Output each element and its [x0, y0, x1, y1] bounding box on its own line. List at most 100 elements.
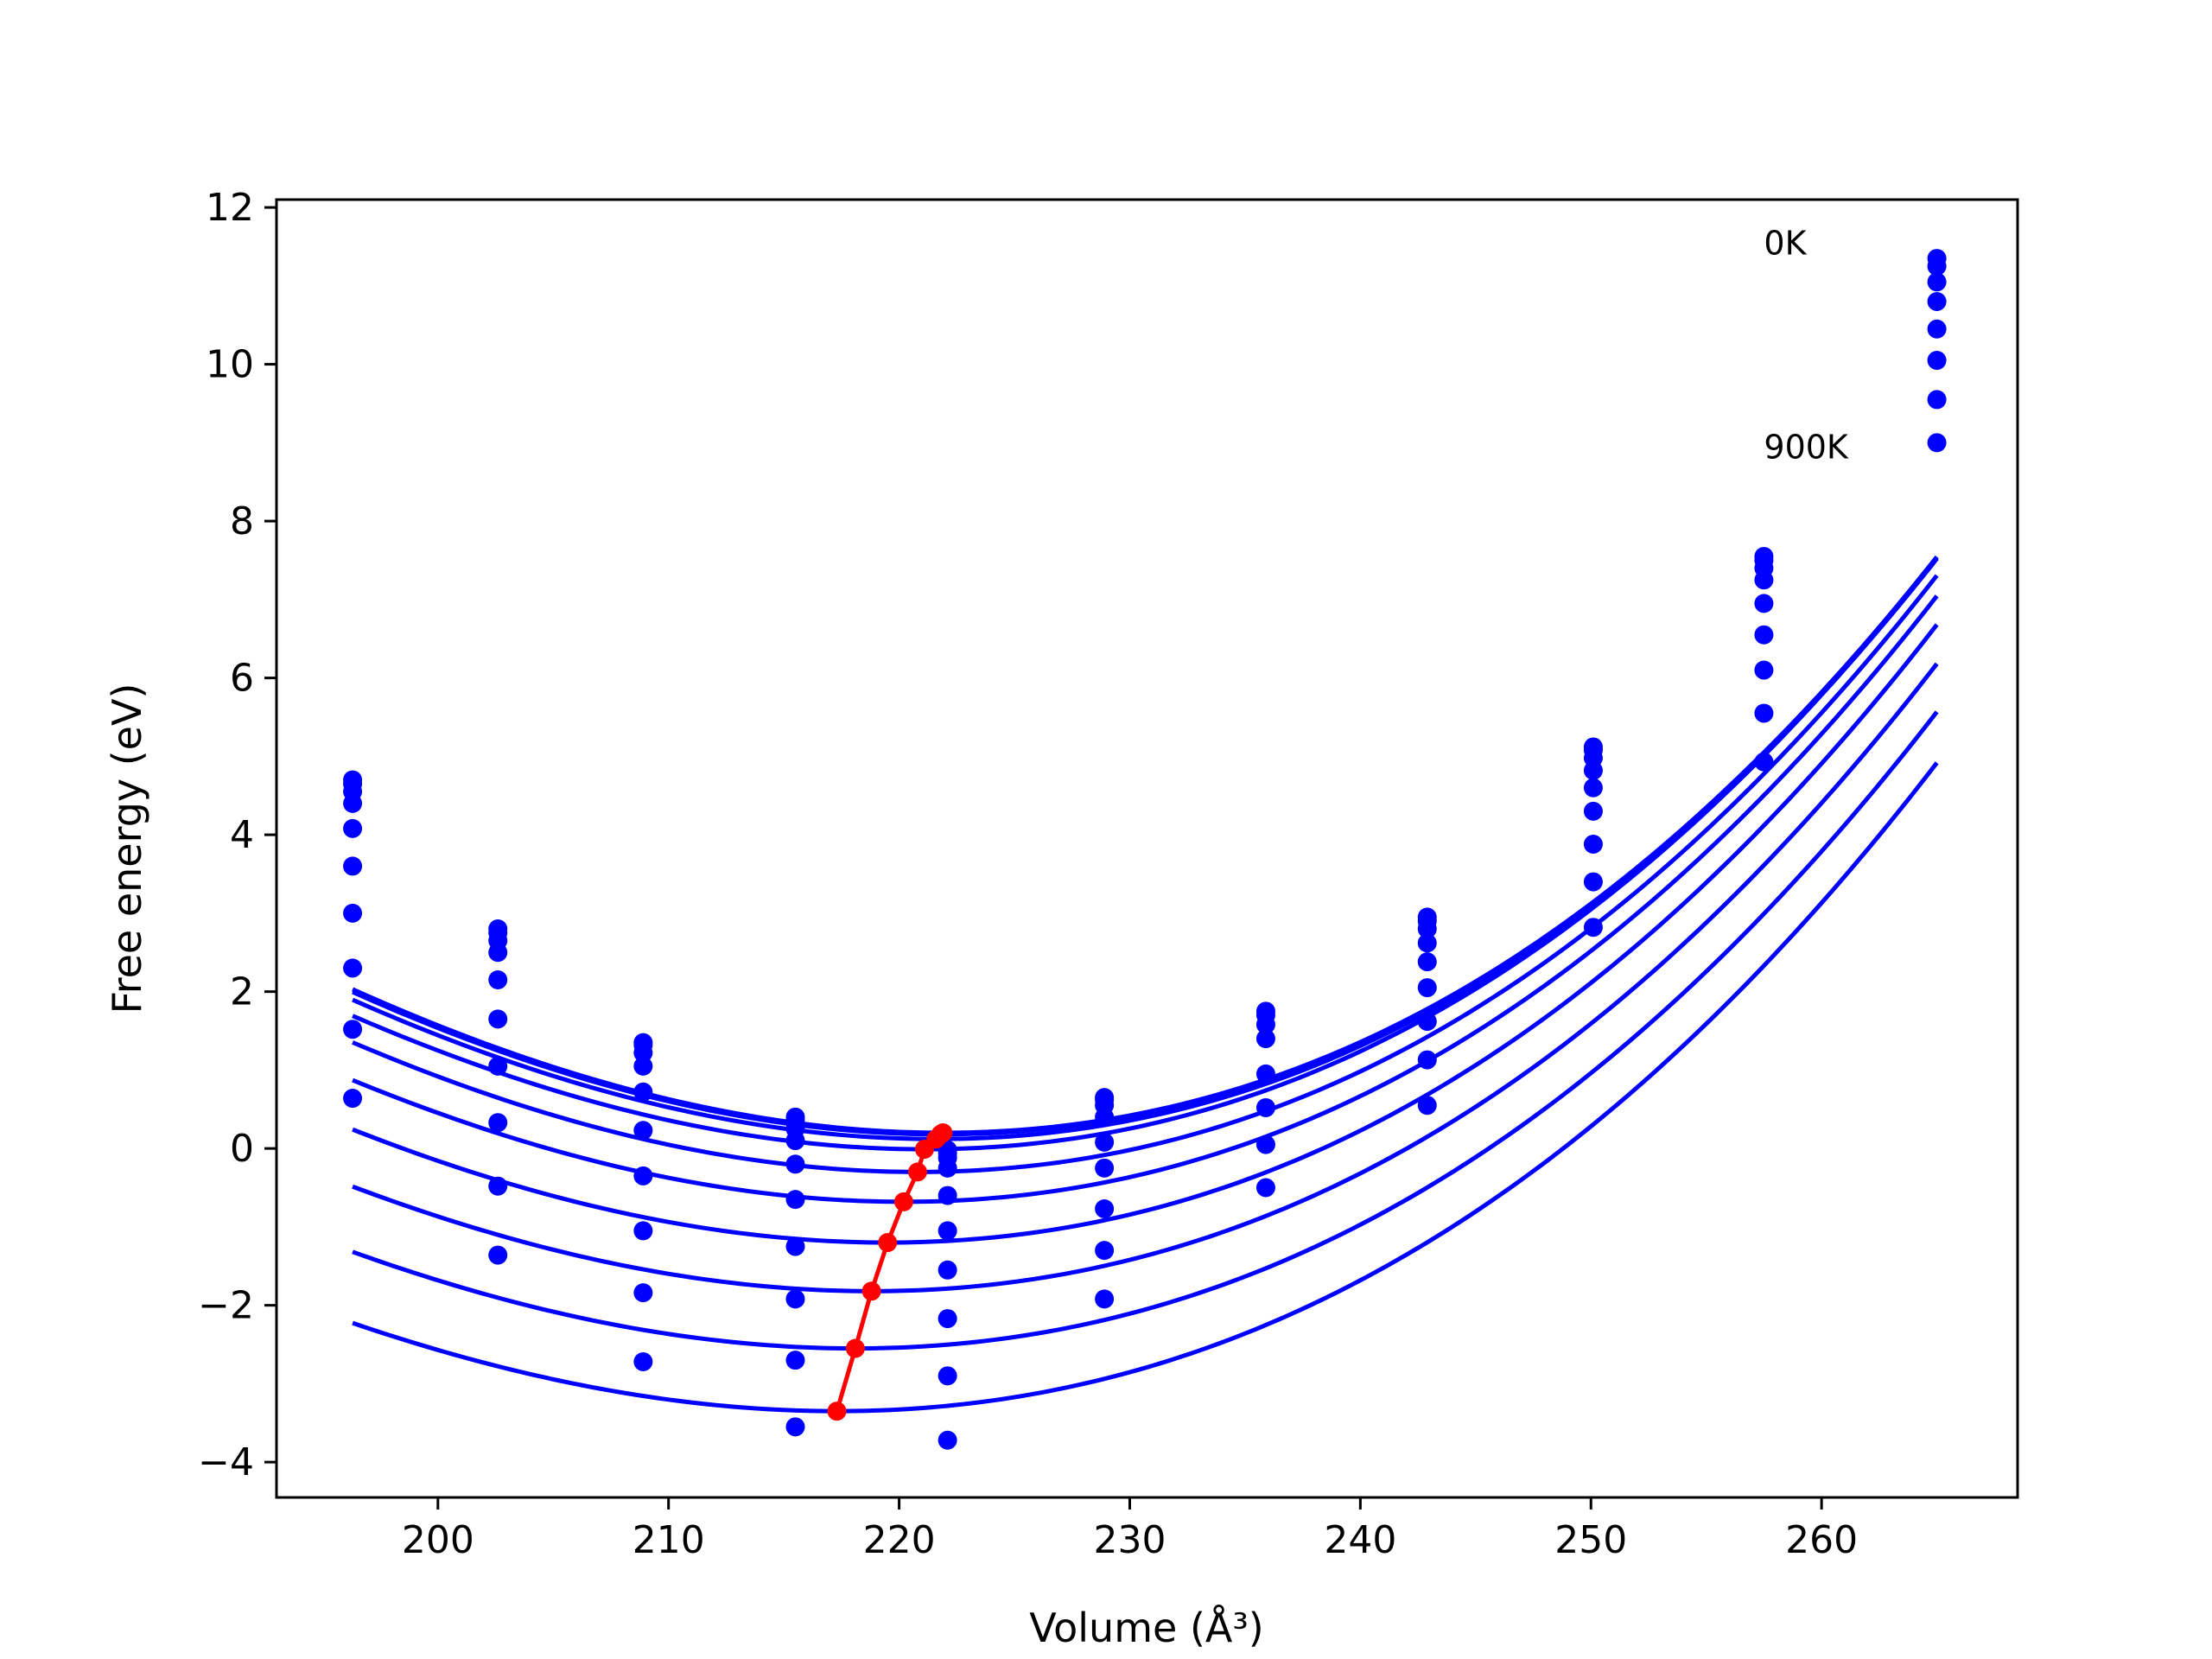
- data-point: [1583, 835, 1603, 855]
- data-point: [1255, 1014, 1275, 1034]
- data-point: [1095, 1199, 1115, 1219]
- data-point: [1927, 257, 1947, 276]
- data-point: [1927, 433, 1947, 453]
- data-point: [1927, 351, 1947, 371]
- temperature-annotation: 900K: [1764, 428, 1849, 466]
- data-point: [785, 1289, 805, 1309]
- fit-curve-10: [352, 761, 1939, 1414]
- data-point: [1583, 872, 1603, 892]
- data-point: [633, 1166, 653, 1185]
- x-tick-label: 260: [1785, 1518, 1858, 1562]
- fit-curve-6: [352, 594, 1939, 1205]
- x-tick-label: 250: [1554, 1518, 1627, 1562]
- data-point: [1255, 1135, 1275, 1154]
- x-tick-label: 240: [1324, 1518, 1396, 1562]
- data-point: [633, 1082, 653, 1102]
- fit-curve-9: [352, 710, 1939, 1351]
- data-point: [343, 1020, 363, 1039]
- data-point: [1095, 1132, 1115, 1152]
- data-point: [488, 1056, 508, 1076]
- data-point: [633, 1121, 653, 1141]
- data-point: [488, 1113, 508, 1133]
- data-point: [343, 856, 363, 876]
- data-point: [633, 1043, 653, 1063]
- annotations: 0K 900K: [1764, 225, 1849, 467]
- data-point: [1255, 1064, 1275, 1084]
- data-point: [1095, 1241, 1115, 1261]
- data-point: [488, 1176, 508, 1196]
- data-point: [1095, 1158, 1115, 1178]
- data-point: [1583, 778, 1603, 798]
- data-point: [1754, 660, 1774, 680]
- plot-frame: [275, 198, 2019, 1499]
- y-tick-label: −2: [198, 1284, 254, 1328]
- data-point: [1583, 760, 1603, 780]
- y-tick-label: 2: [230, 970, 254, 1014]
- data-point: [1927, 291, 1947, 311]
- x-axis-label: Volume (Å³): [1029, 1605, 1264, 1651]
- data-point: [633, 1283, 653, 1303]
- y-tick-label: 10: [206, 343, 254, 387]
- data-point: [343, 818, 363, 838]
- minimum-point: [861, 1281, 881, 1301]
- data-point: [1927, 319, 1947, 339]
- x-tick-label: 200: [402, 1518, 474, 1562]
- data-point: [785, 1154, 805, 1174]
- data-point: [1095, 1107, 1115, 1127]
- data-point: [938, 1158, 957, 1178]
- data-point: [1927, 272, 1947, 292]
- data-points: [343, 249, 1947, 1450]
- y-axis-label: Free energy (eV): [104, 683, 150, 1014]
- y-tick-label: 6: [230, 657, 254, 701]
- data-point: [1754, 570, 1774, 590]
- data-point: [633, 1221, 653, 1241]
- fit-curves: [352, 555, 1939, 1414]
- data-point: [785, 1417, 805, 1437]
- fit-curve-7: [352, 623, 1939, 1245]
- y-tick-label: 0: [230, 1127, 254, 1171]
- x-tick-label: 220: [863, 1518, 936, 1562]
- data-point: [633, 1056, 653, 1076]
- x-tick-label: 210: [632, 1518, 705, 1562]
- data-point: [785, 1236, 805, 1256]
- data-point: [1417, 933, 1437, 953]
- data-point: [1583, 918, 1603, 938]
- fit-curve-5: [352, 574, 1939, 1174]
- y-tick-label: 4: [230, 813, 254, 857]
- data-point: [1255, 1178, 1275, 1198]
- data-point: [488, 1245, 508, 1265]
- minimum-point: [893, 1192, 913, 1211]
- data-point: [1583, 801, 1603, 821]
- data-point: [1754, 594, 1774, 613]
- data-point: [785, 1351, 805, 1370]
- data-point: [343, 958, 363, 978]
- data-point: [938, 1430, 957, 1450]
- data-point: [1417, 1096, 1437, 1116]
- fit-curve-8: [352, 662, 1939, 1294]
- x-axis-ticks: 200 210 220 230 240 250 260: [402, 1497, 1858, 1562]
- data-point: [938, 1185, 957, 1205]
- y-axis-ticks: −4 −2 0 2 4 6 8 10 12: [198, 186, 276, 1484]
- minimum-point: [827, 1402, 847, 1421]
- data-point: [1927, 390, 1947, 410]
- data-point: [1255, 1029, 1275, 1049]
- data-point: [1095, 1289, 1115, 1309]
- data-point: [488, 970, 508, 990]
- data-point: [343, 1089, 363, 1109]
- minimum-trace: [827, 1122, 953, 1421]
- fit-curve-4: [352, 556, 1939, 1152]
- data-point: [1754, 625, 1774, 645]
- minimum-point: [845, 1338, 865, 1358]
- data-point: [785, 1190, 805, 1210]
- data-point: [938, 1221, 957, 1241]
- data-point: [1417, 1012, 1437, 1032]
- data-point: [1754, 703, 1774, 723]
- minimum-point: [933, 1122, 953, 1142]
- data-point: [1417, 1050, 1437, 1070]
- data-point: [938, 1366, 957, 1386]
- data-point: [488, 1009, 508, 1029]
- data-point: [488, 943, 508, 963]
- data-point: [1754, 752, 1774, 772]
